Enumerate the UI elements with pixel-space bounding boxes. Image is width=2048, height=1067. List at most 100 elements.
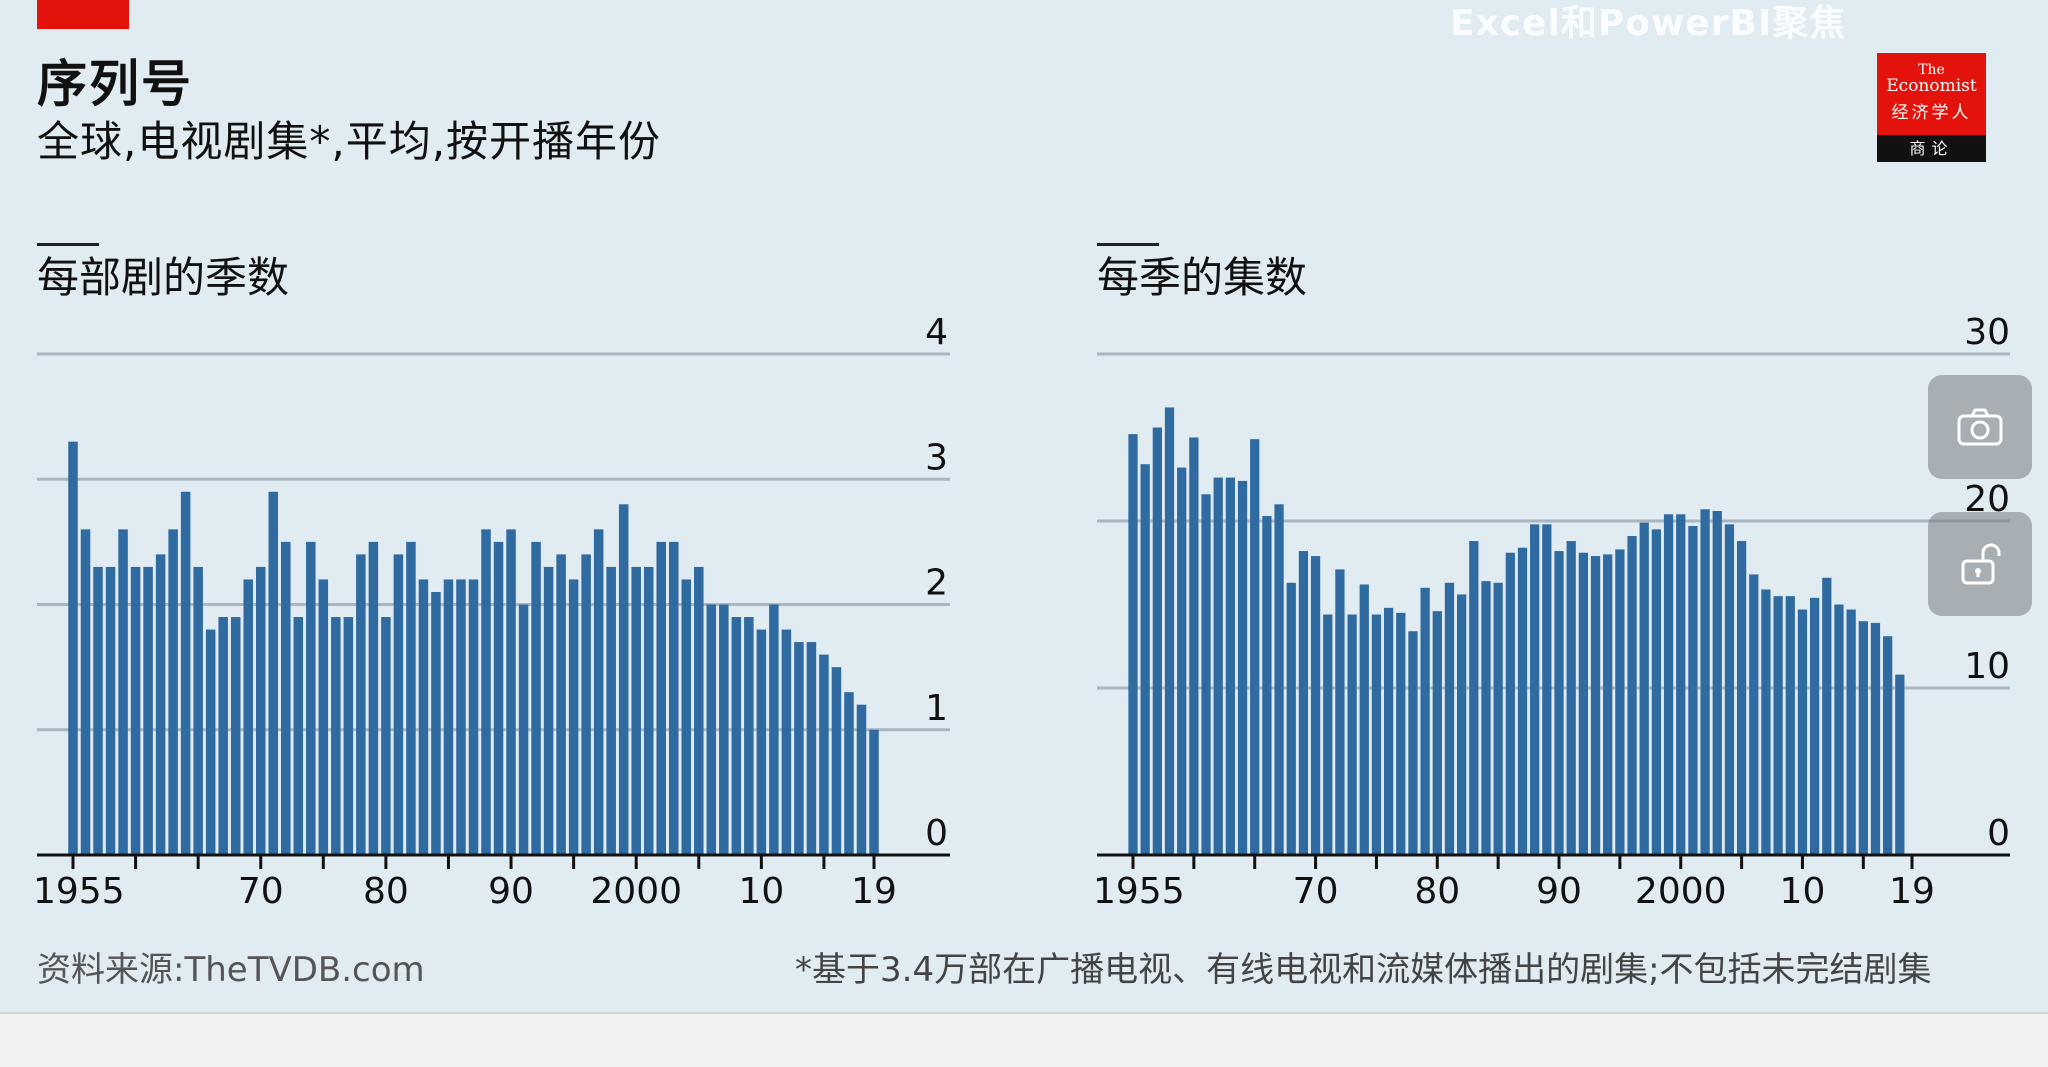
lock-toggle-button[interactable] — [1928, 512, 2032, 616]
chart-1-ytick-label: 30 — [1964, 312, 2010, 353]
chart-1-bar — [1542, 524, 1552, 855]
chart-1-bar — [1761, 589, 1771, 855]
chart-0-title-rule — [37, 243, 99, 246]
chart-0-ytick-label: 2 — [925, 563, 948, 604]
chart-1-bar — [1822, 577, 1832, 855]
chart-1-bar — [1639, 522, 1649, 855]
chart-0-bar — [331, 617, 341, 855]
logo-line-4: 商论 — [1877, 135, 1986, 162]
chart-1-bar — [1590, 556, 1601, 855]
chart-1-bar — [1651, 529, 1662, 855]
chart-0-bar — [844, 692, 854, 855]
chart-0-bar — [443, 579, 454, 855]
chart-1-title-rule — [1097, 243, 1159, 246]
chart-1-bar — [1396, 612, 1406, 855]
chart-0-bar — [343, 617, 354, 855]
chart-0-bar — [781, 629, 792, 855]
chart-1-bar — [1420, 587, 1430, 855]
chart-1-bar — [1201, 494, 1211, 855]
chart-0-bar — [368, 541, 379, 855]
chart-1-xtick-label: 70 — [1293, 871, 1339, 912]
chart-1-bar — [1286, 582, 1296, 855]
chart-1-bar — [1676, 514, 1686, 855]
chart-1-bar — [1578, 552, 1588, 855]
chart-0-bar — [193, 566, 203, 855]
chart-1-bar — [1189, 437, 1199, 855]
chart-0-bar — [593, 529, 604, 855]
watermark: Excel和PowerBI聚焦 — [1450, 3, 1847, 44]
chart-1-bar — [1225, 477, 1236, 855]
chart-0-bar — [468, 579, 479, 855]
chart-0-bar — [381, 617, 391, 855]
chart-1-bar — [1347, 614, 1357, 855]
chart-0-ytick-label: 0 — [925, 813, 948, 854]
screenshot-button[interactable] — [1928, 375, 2032, 479]
chart-0-bar — [418, 579, 429, 855]
chart-0-xtick-label: 1955 — [33, 871, 125, 912]
chart-0-bar — [606, 566, 616, 855]
chart-1-bar — [1493, 582, 1503, 855]
chart-1-bar — [1383, 607, 1394, 855]
chart-0-ytick-label: 1 — [925, 688, 948, 729]
chart-1-bar — [1469, 541, 1479, 855]
chart-0-bar — [831, 667, 842, 855]
chart-0-bar — [143, 566, 153, 855]
page-title: 序列号 — [37, 55, 193, 113]
chart-1-bar — [1310, 556, 1321, 855]
chart-1-bar — [1554, 551, 1564, 855]
chart-0-bar — [431, 591, 441, 855]
chart-0-xtick-label: 70 — [238, 871, 284, 912]
chart-0-bar — [531, 541, 541, 855]
chart-1-bar — [1359, 584, 1369, 855]
chart-1-xtick-label: 19 — [1889, 871, 1935, 912]
chart-1-bar — [1736, 541, 1747, 855]
chart-0-bar — [769, 604, 779, 855]
chart-1-xtick-label: 10 — [1780, 871, 1826, 912]
chart-0-bar — [80, 529, 91, 855]
chart-1-xtick-label: 1955 — [1093, 871, 1185, 912]
chart-1-bar — [1152, 427, 1162, 855]
chart-0-bar — [756, 629, 767, 855]
chart-0-bar — [281, 541, 291, 855]
chart-1-bar — [1688, 526, 1698, 855]
chart-1-title: 每季的集数 — [1097, 253, 1307, 302]
chart-0-bar — [268, 491, 279, 855]
chart-0-bar — [543, 566, 554, 855]
chart-1-bar — [1663, 514, 1674, 855]
chart-1-ytick-label: 0 — [1987, 813, 2010, 854]
chart-0-bar — [631, 566, 641, 855]
logo-line-3: 经济学人 — [1891, 103, 1972, 123]
chart-0-bar — [668, 541, 679, 855]
chart-0-bar — [719, 604, 729, 855]
source-note: 资料来源:TheTVDB.com — [37, 950, 425, 990]
chart-0-bar — [155, 554, 166, 855]
chart-0-bar — [393, 554, 404, 855]
chart-0-bar — [656, 541, 666, 855]
chart-0-bar — [205, 629, 216, 855]
chart-0-bar — [643, 566, 654, 855]
chart-0-bar — [218, 617, 228, 855]
logo-line-2: Economist — [1886, 76, 1977, 96]
chart-0-bar — [744, 617, 754, 855]
chart-1-xtick-label: 90 — [1536, 871, 1582, 912]
chart-0-bar — [255, 566, 266, 855]
chart-0-bar — [230, 617, 241, 855]
chart-1-bar — [1140, 464, 1150, 855]
page-subtitle: 全球,电视剧集*,平均,按开播年份 — [37, 117, 662, 166]
chart-0-bar — [180, 491, 191, 855]
chart-0-bar — [306, 541, 316, 855]
chart-1-bar — [1858, 621, 1868, 855]
chart-1-bar — [1846, 609, 1856, 855]
chart-0-bar — [130, 566, 141, 855]
chart-0-xtick-label: 2000 — [590, 871, 682, 912]
chart-1-bar — [1749, 574, 1759, 855]
chart-0-bar — [518, 604, 529, 855]
chart-1-bar — [1809, 597, 1820, 855]
chart-1-bar — [1700, 509, 1710, 855]
chart-0-bar — [406, 541, 416, 855]
chart-0-bar — [794, 642, 804, 855]
chart-1-bar — [1444, 582, 1455, 855]
chart-0-bar — [681, 579, 692, 855]
chart-1-bar — [1517, 547, 1528, 855]
